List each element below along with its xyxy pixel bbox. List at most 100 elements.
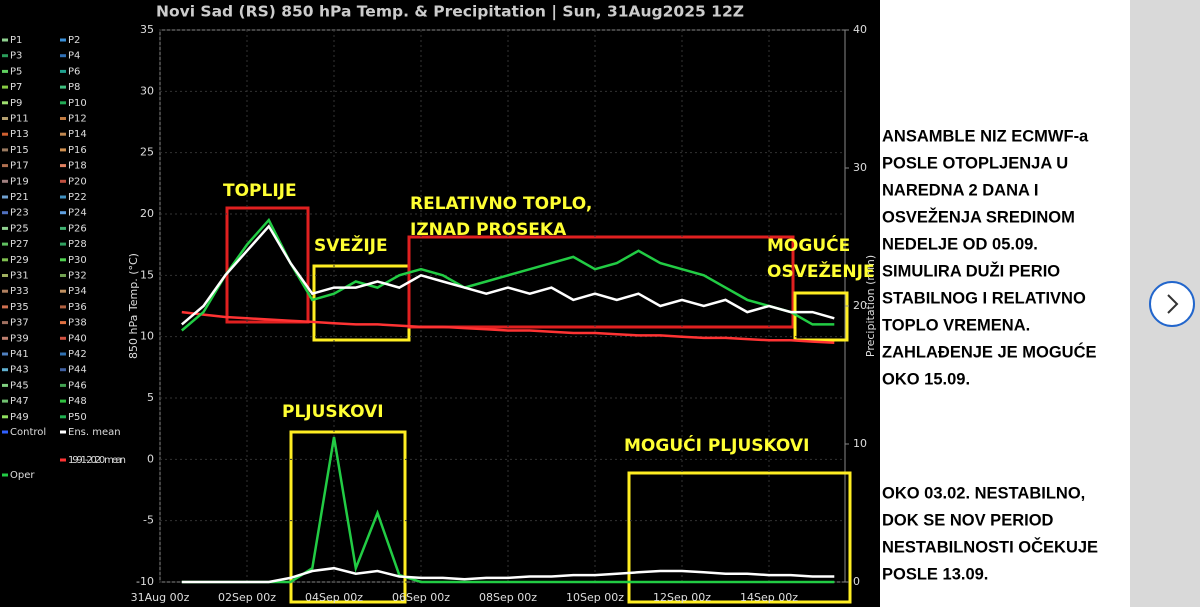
legend-label: P31	[10, 271, 29, 282]
note-line: STABILNOG I RELATIVNO	[882, 289, 1086, 307]
legend-label: P11	[10, 114, 29, 125]
y2-tick-label: 10	[853, 437, 867, 450]
legend-label: P13	[10, 129, 29, 140]
legend-label: P40	[68, 333, 87, 344]
annotation: MOGUĆI PLJUSKOVI	[624, 434, 809, 456]
chart-title: Novi Sad (RS) 850 hPa Temp. & Precipitat…	[156, 3, 744, 22]
legend-label: P48	[68, 396, 87, 407]
annotation: TOPLIJE	[223, 181, 297, 201]
legend-label: P20	[68, 176, 87, 187]
legend-label: P45	[10, 380, 29, 391]
legend-label: P46	[68, 380, 87, 391]
note-line: ANSAMBLE NIZ ECMWF-a	[882, 127, 1089, 145]
legend-label: P32	[68, 271, 87, 282]
box	[289, 430, 407, 604]
y2-axis-label: Precipitation (mm)	[864, 255, 877, 357]
legend-label: P27	[10, 239, 29, 250]
legend-label: P41	[10, 349, 29, 360]
legend-label: P18	[68, 161, 87, 172]
legend-label: P25	[10, 223, 29, 234]
box	[225, 206, 310, 324]
note-line: NEDELJE OD 05.09.	[882, 235, 1038, 253]
legend-label: P14	[68, 129, 87, 140]
x-tick-label: 14Sep 00z	[740, 591, 798, 604]
legend-label: P28	[68, 239, 87, 250]
y-tick-label: 15	[140, 268, 154, 281]
button-circle[interactable]	[1149, 281, 1195, 327]
annotation: IZNAD PROSEKA	[410, 220, 567, 240]
annotation: SVEŽIJE	[314, 234, 388, 256]
note-line: OKO 15.09.	[882, 370, 970, 388]
legend-label: P7	[10, 82, 22, 93]
y-axis-label: 850 hPa Temp. (°C)	[127, 253, 140, 359]
x-tick-label: 08Sep 00z	[479, 591, 537, 604]
series-line	[180, 224, 835, 326]
note-line: OSVEŽENJA SREDINOM	[882, 207, 1075, 226]
legend-label: P43	[10, 365, 29, 376]
x-tick-label: 02Sep 00z	[218, 591, 276, 604]
series-line	[181, 566, 835, 584]
x-tick-label: 31Aug 00z	[131, 591, 190, 604]
note-line: TOPLO VREMENA.	[882, 316, 1030, 334]
note-line: POSLE 13.09.	[882, 565, 988, 583]
y-tick-label: -5	[143, 514, 154, 527]
legend-label: P6	[68, 66, 80, 77]
next-button[interactable]	[1149, 281, 1195, 327]
y2-tick-label: 40	[853, 23, 867, 36]
y2-tick-label: 30	[853, 161, 867, 174]
note-line: OKO 03.02. NESTABILNO,	[882, 484, 1085, 502]
legend-label: Ens. mean	[68, 427, 121, 438]
legend-label: P8	[68, 82, 80, 93]
y-tick-label: 20	[140, 207, 154, 220]
note-panel	[880, 0, 1130, 607]
legend-label: P10	[68, 98, 87, 109]
chevron-icon[interactable]	[1167, 294, 1179, 314]
x-tick-label: 06Sep 00z	[392, 591, 450, 604]
y-tick-label: 5	[147, 391, 154, 404]
x-tick-label: 12Sep 00z	[653, 591, 711, 604]
legend-label: P12	[68, 114, 87, 125]
legend-label: P4	[68, 51, 80, 62]
legend-label: P19	[10, 176, 29, 187]
legend-label: P2	[68, 35, 80, 46]
legend-label: P30	[68, 255, 87, 266]
legend-label: P3	[10, 51, 22, 62]
legend-label: P47	[10, 396, 29, 407]
legend-label: P39	[10, 333, 29, 344]
series-line	[181, 436, 835, 584]
annotation: MOGUĆE	[767, 234, 850, 256]
legend-label: P29	[10, 255, 29, 266]
box	[627, 471, 852, 604]
legend-label: P22	[68, 192, 87, 203]
series-line	[181, 310, 835, 345]
y2-tick-label: 20	[853, 299, 867, 312]
legend-label: P33	[10, 286, 29, 297]
annotation: OSVEŽENJE	[767, 260, 875, 282]
legend-label: P23	[10, 208, 29, 219]
legend-label: P26	[68, 223, 87, 234]
x-tick-label: 04Sep 00z	[305, 591, 363, 604]
legend-label: P9	[10, 98, 22, 109]
legend-label: P24	[68, 208, 87, 219]
legend-label: P35	[10, 302, 29, 313]
note-line: SIMULIRA DUŽI PERIO	[882, 261, 1060, 280]
box	[793, 291, 849, 342]
annotation: PLJUSKOVI	[282, 402, 384, 422]
legend-label: P16	[68, 145, 87, 156]
x-tick-label: 10Sep 00z	[566, 591, 624, 604]
legend-label: P1	[10, 35, 22, 46]
plot	[159, 29, 845, 584]
legend-label: P37	[10, 318, 29, 329]
y-tick-label: 10	[140, 330, 154, 343]
note-line: ZAHLAĐENJE JE MOGUĆE	[882, 342, 1097, 361]
y-tick-label: 35	[140, 23, 154, 36]
note-line: POSLE OTOPLJENJA U	[882, 154, 1068, 172]
legend-label: P21	[10, 192, 29, 203]
note-line: NAREDNA 2 DANA I	[882, 181, 1038, 199]
y-tick-label: 0	[147, 452, 154, 465]
legend-label: P49	[10, 412, 29, 423]
y2-tick-label: 0	[853, 575, 860, 588]
y-tick-label: -10	[136, 575, 154, 588]
